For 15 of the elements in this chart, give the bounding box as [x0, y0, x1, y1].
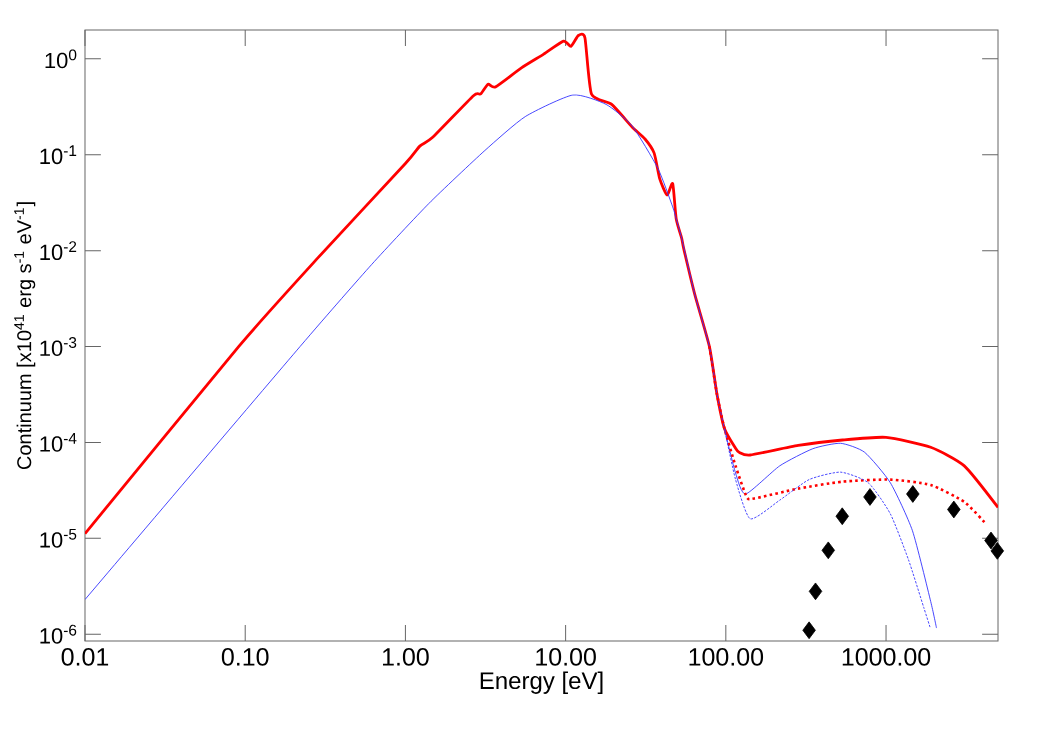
- y-tick-label: 10$^{-5}$: [40, 528, 77, 548]
- x-axis-title: Energy [eV]: [480, 671, 603, 694]
- y-tick-label: 10$^{0}$: [45, 49, 77, 69]
- y-axis-title: Continuum [x10$^{41}$ erg s$^{-1}$ eV$^{-1}$]: [14, 202, 36, 470]
- y-tick-label: 10$^{-6}$: [40, 624, 77, 644]
- x-tick-label: 10.00: [536, 648, 596, 666]
- x-tick-label: 0.10: [221, 648, 269, 666]
- x-tick-label: 1.00: [382, 648, 429, 666]
- x-tick-label: 1000.00: [842, 648, 931, 666]
- y-tick-label: 10$^{-1}$: [40, 145, 77, 165]
- x-tick-label: 0.01: [61, 648, 109, 666]
- y-tick-label: 10$^{-2}$: [40, 241, 77, 261]
- y-tick-label: 10$^{-4}$: [40, 433, 77, 452]
- x-tick-label: 100.00: [689, 648, 764, 666]
- y-tick-label: 10$^{-3}$: [40, 337, 77, 357]
